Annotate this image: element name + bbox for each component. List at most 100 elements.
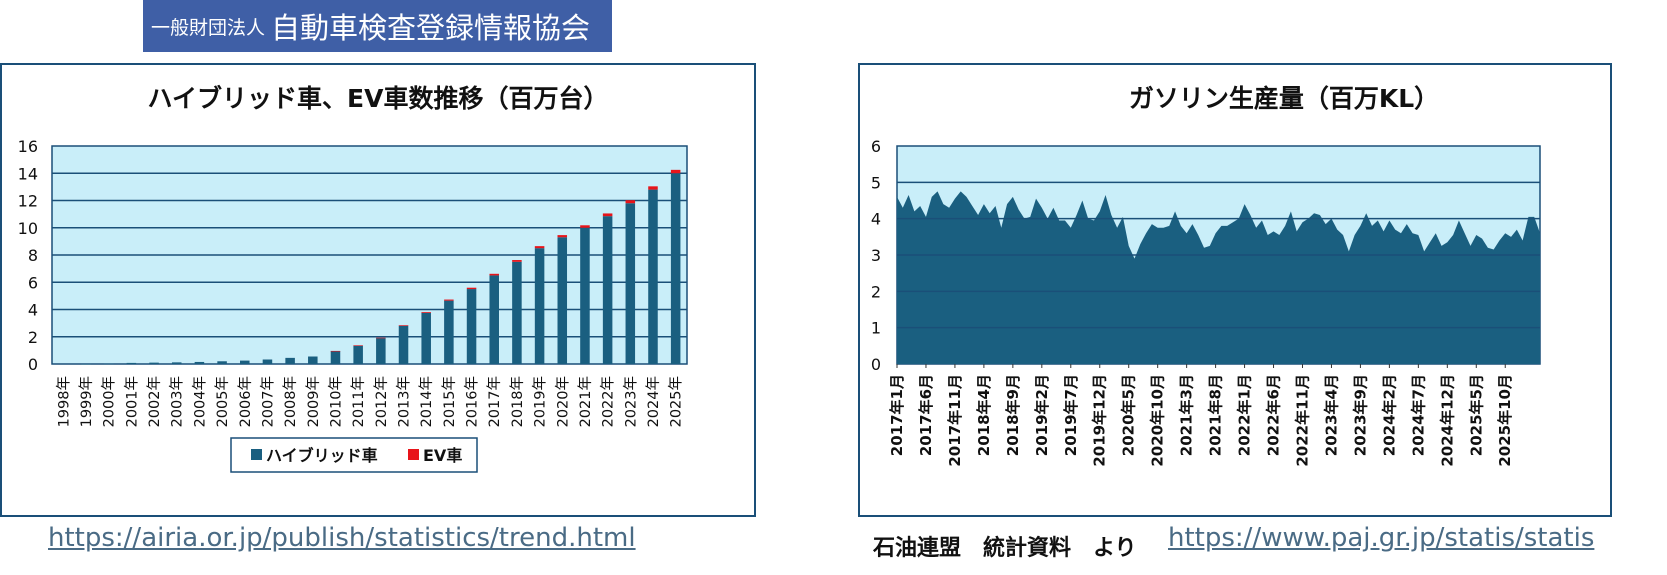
y-tick-label: 4 <box>28 301 38 320</box>
x-tick-label: 2013年 <box>396 376 413 427</box>
y-tick-label: 0 <box>28 355 38 374</box>
bar-ev <box>625 200 636 204</box>
x-tick-label: 2011年 <box>350 376 367 427</box>
y-tick-label: 12 <box>18 192 38 211</box>
x-tick-label: 2024年12月 <box>1438 374 1456 467</box>
bar-hybrid <box>534 248 545 364</box>
y-tick-label: 8 <box>28 246 38 265</box>
bar-ev <box>648 186 658 190</box>
x-tick-label: 2019年7月 <box>1062 374 1080 456</box>
bar-hybrid <box>262 359 273 364</box>
gasoline-chart-panel: ガソリン生産量（百万KL） 0 1 2 3 4 5 6 2017年1月 2017年6月 2017年… <box>858 63 1612 517</box>
bar-hybrid <box>217 361 227 364</box>
legend-label: ハイブリッド車 <box>266 446 378 465</box>
bar-hybrid <box>557 237 568 364</box>
bar-hybrid <box>670 173 681 364</box>
bar-hybrid <box>103 363 114 365</box>
bar-ev <box>376 337 386 339</box>
hybrid-ev-bar-chart: ハイブリッド車、EV車数推移（百万台） 0 2 4 6 8 10 12 14 16 1998年 19… <box>18 84 688 473</box>
chart-legend: ハイブリッド車 EV車 <box>230 437 478 473</box>
y-tick-label: 16 <box>18 137 38 156</box>
x-tick-label: 2010年 <box>327 376 344 427</box>
bar-hybrid <box>466 289 477 364</box>
x-tick-label: 2012年 <box>373 376 390 427</box>
gasoline-area-chart: ガソリン生産量（百万KL） 0 1 2 3 4 5 6 2017年1月 2017年6月 2017年… <box>871 84 1541 467</box>
bar-hybrid <box>625 203 636 364</box>
bar-ev <box>602 213 613 217</box>
x-tick-label: 2021年3月 <box>1178 374 1196 456</box>
x-tick-label: 2018年4月 <box>975 374 993 456</box>
x-tick-label: 2023年9月 <box>1351 374 1369 456</box>
bar-hybrid <box>285 357 295 364</box>
x-tick-label: 2014年 <box>418 376 435 427</box>
x-tick-label: 2022年11月 <box>1293 374 1311 467</box>
x-tick-label: 2008年 <box>282 376 299 427</box>
bar-ev <box>670 169 681 174</box>
x-tick-label: 2018年 <box>509 376 526 427</box>
bar-hybrid <box>194 361 205 364</box>
y-tick-label: 6 <box>28 273 38 292</box>
bar-hybrid <box>330 351 341 364</box>
bar-hybrid <box>171 362 182 364</box>
bar-ev <box>512 260 522 262</box>
x-tick-label: 2024年 <box>645 376 662 427</box>
legend-swatch-hybrid <box>251 449 262 460</box>
bar-hybrid <box>149 362 159 364</box>
x-tick-label: 2009年 <box>305 376 322 427</box>
bar-hybrid <box>580 227 590 364</box>
bar-hybrid <box>648 189 658 364</box>
x-tick-label: 2021年 <box>577 376 594 427</box>
x-tick-label: 2023年 <box>622 376 639 427</box>
x-tick-label: 2025年 <box>668 376 685 427</box>
x-tick-label: 2019年 <box>532 376 549 427</box>
x-tick-label: 1998年 <box>55 376 72 427</box>
bar-hybrid <box>602 216 613 364</box>
chart-title: ガソリン生産量（百万KL） <box>1129 84 1439 113</box>
x-tick-label: 2022年6月 <box>1265 374 1283 456</box>
x-tick-label: 2017年11月 <box>946 374 964 467</box>
bar-hybrid <box>421 312 431 364</box>
x-tick-label: 2022年1月 <box>1236 374 1254 456</box>
bar-ev <box>330 350 341 352</box>
x-tick-label: 2017年 <box>486 376 503 427</box>
bar-ev <box>534 246 545 249</box>
bar-hybrid <box>444 300 454 364</box>
airia-source-link[interactable]: https://airia.or.jp/publish/statistics/t… <box>48 523 636 553</box>
x-tick-label: 2002年 <box>146 376 163 427</box>
x-tick-label: 2001年 <box>123 376 140 427</box>
y-tick-label: 2 <box>871 282 881 301</box>
y-tick-label: 14 <box>18 164 38 183</box>
x-tick-label: 2020年10月 <box>1149 374 1167 467</box>
legend-box <box>230 437 478 473</box>
y-tick-label: 2 <box>28 328 38 347</box>
x-tick-label: 2017年6月 <box>917 374 935 456</box>
x-tick-label: 2020年5月 <box>1120 374 1138 456</box>
bar-hybrid <box>240 360 250 364</box>
y-tick-label: 10 <box>18 219 38 238</box>
x-tick-label: 2019年12月 <box>1091 374 1109 467</box>
x-tick-label: 2023年4月 <box>1322 374 1340 456</box>
y-tick-label: 3 <box>871 246 881 265</box>
org-name-label: 自動車検査登録情報協会 <box>271 11 591 45</box>
bar-hybrid <box>398 325 409 364</box>
x-tick-label: 2024年7月 <box>1409 374 1427 456</box>
bar-hybrid <box>353 345 363 364</box>
org-type-label: 一般財団法人 <box>151 16 266 39</box>
x-tick-label: 1999年 <box>78 376 95 427</box>
x-tick-label: 2021年8月 <box>1207 374 1225 456</box>
bar-hybrid <box>489 275 499 364</box>
x-tick-label: 2022年 <box>600 376 617 427</box>
x-tick-label: 2005年 <box>214 376 231 427</box>
paj-source-link[interactable]: https://www.paj.gr.jp/statis/statis <box>1168 523 1595 553</box>
bar-hybrid <box>308 356 318 364</box>
bar-ev <box>421 312 431 313</box>
y-tick-label: 4 <box>871 210 881 229</box>
bar-ev <box>489 273 499 276</box>
chart-title: ハイブリッド車、EV車数推移（百万台） <box>148 84 609 113</box>
x-tick-label: 2003年 <box>169 376 186 427</box>
x-tick-label: 2006年 <box>237 376 254 427</box>
x-tick-label: 2016年 <box>464 376 481 427</box>
legend-label: EV車 <box>423 446 462 465</box>
legend-swatch-ev <box>408 449 419 460</box>
bar-ev <box>466 287 477 290</box>
